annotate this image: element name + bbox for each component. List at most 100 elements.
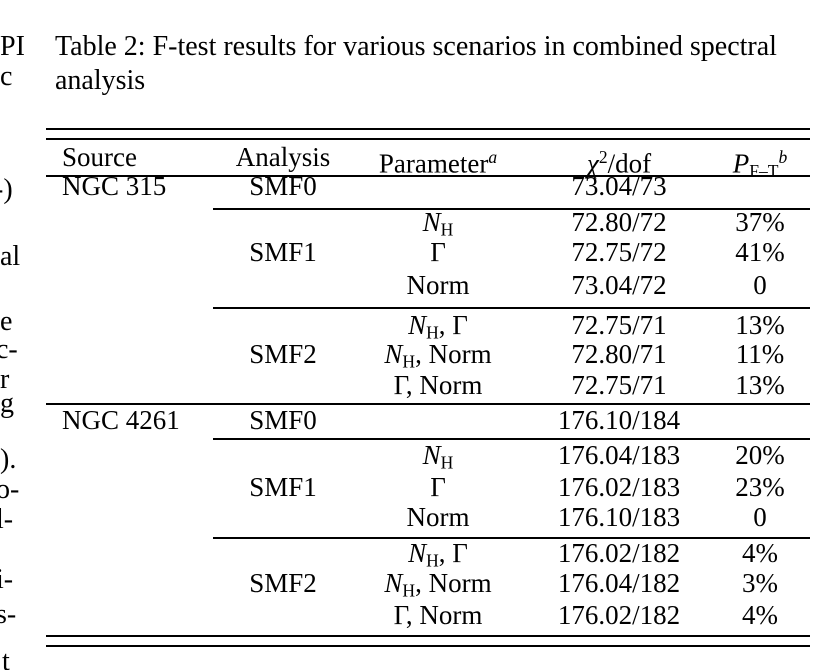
cell-analysis: SMF2	[203, 567, 363, 599]
cell-chi2: 176.10/183	[529, 501, 709, 533]
table-rule	[213, 208, 810, 210]
table-caption: Table 2: F-test results for various scen…	[55, 30, 815, 98]
cell-text: N	[384, 568, 403, 598]
cell-chi2: 176.02/182	[529, 599, 709, 631]
cell-text: N	[422, 440, 441, 470]
clipped-text-fragment: t	[2, 646, 10, 670]
cell-p: 23%	[705, 471, 815, 503]
clipped-text-fragment: c	[0, 61, 13, 92]
cell-text: Γ, Norm	[393, 600, 483, 630]
cell-text: 176.10/183	[557, 502, 681, 532]
cell-text: H	[402, 580, 416, 601]
cell-chi2: 73.04/72	[529, 269, 709, 301]
cell-parameter: Norm	[333, 269, 543, 301]
cell-parameter: Γ	[333, 471, 543, 503]
cell-text: SMF2	[249, 339, 317, 369]
cell-text: H	[426, 550, 439, 571]
cell-text: 37%	[735, 207, 785, 237]
cell-parameter: NH, Norm	[333, 338, 543, 371]
clipped-text-fragment: c-	[0, 334, 18, 365]
cell-text: 0	[753, 502, 767, 532]
cell-text: 23%	[735, 472, 785, 502]
header-chi2: χ2/dof	[529, 141, 709, 179]
caption-line-1: Table 2: F-test results for various scen…	[55, 31, 777, 62]
cell-text: 72.75/71	[571, 310, 667, 340]
cell-text: SMF1	[249, 237, 317, 267]
cell-text: Norm	[406, 502, 470, 532]
cell-chi2: 176.02/183	[529, 471, 709, 503]
cell-p: 4%	[705, 537, 815, 569]
header-analysis: Analysis	[203, 141, 363, 173]
cell-text: χ	[586, 148, 599, 179]
cell-text: SMF0	[249, 405, 317, 435]
cell-text: H	[440, 219, 454, 240]
cell-p: 3%	[705, 567, 815, 599]
cell-text: Norm	[406, 270, 470, 300]
cell-parameter: NH, Γ	[333, 309, 543, 343]
cell-chi2: 176.02/182	[529, 537, 709, 569]
clipped-text-fragment: ).	[0, 444, 17, 475]
cell-chi2: 72.75/72	[529, 236, 709, 268]
cell-text: 72.80/72	[571, 207, 667, 237]
cell-text: 11%	[735, 339, 785, 369]
cell-text: 72.75/72	[571, 237, 667, 267]
cell-text: b	[778, 147, 788, 167]
header-parameter: Parametera	[333, 141, 543, 179]
cell-analysis: SMF1	[203, 236, 363, 268]
cell-text: 41%	[735, 237, 785, 267]
cell-text: F–T	[749, 161, 779, 182]
cell-analysis: SMF0	[203, 404, 363, 436]
cell-text: 73.04/72	[571, 270, 667, 300]
cell-text: 13%	[735, 370, 785, 400]
cell-text: 72.75/71	[571, 370, 667, 400]
table-rule	[46, 635, 810, 637]
cell-text: 2	[598, 147, 608, 167]
cell-text: 72.80/71	[571, 339, 667, 369]
cell-text: Parameter	[378, 148, 489, 179]
cell-parameter: NH	[333, 439, 543, 473]
cell-text: /dof	[607, 148, 652, 179]
cell-parameter: Γ	[333, 236, 543, 268]
cell-text: 176.04/182	[557, 568, 681, 598]
cell-text: 176.02/182	[557, 538, 681, 568]
cell-text: , Norm	[415, 568, 492, 598]
cell-text: NGC 4261	[62, 405, 180, 435]
cell-p: 37%	[705, 206, 815, 238]
header-p: PF–Tb	[705, 141, 815, 181]
table-rule	[46, 645, 810, 647]
cell-text: 0	[753, 270, 767, 300]
cell-text: a	[488, 147, 498, 167]
table-rule	[46, 175, 810, 177]
cell-text: , Norm	[415, 339, 492, 369]
cell-chi2: 176.04/182	[529, 567, 709, 599]
cell-text: , Γ	[438, 310, 468, 340]
cell-text: Γ, Norm	[393, 370, 483, 400]
cell-parameter: NH, Norm	[333, 567, 543, 601]
cell-chi2: 72.80/71	[529, 338, 709, 370]
clipped-text-fragment: g	[0, 388, 14, 419]
cell-p: 20%	[705, 439, 815, 471]
cell-parameter: Norm	[333, 501, 543, 533]
cell-chi2: 72.80/72	[529, 206, 709, 238]
cell-parameter: NH, Γ	[333, 537, 543, 571]
cell-text: 176.02/182	[557, 600, 681, 630]
cell-chi2: 176.04/183	[529, 439, 709, 471]
cell-parameter: Γ, Norm	[333, 599, 543, 631]
cell-text: 4%	[742, 538, 778, 568]
clipped-text-fragment: r	[0, 364, 10, 395]
clipped-text-fragment: l-	[0, 504, 14, 535]
cell-text: SMF1	[249, 472, 317, 502]
cell-p: 41%	[705, 236, 815, 268]
clipped-text-fragment: s-	[0, 599, 17, 630]
cell-text: H	[440, 452, 454, 473]
table-rule	[213, 307, 810, 309]
cell-text: 4%	[742, 600, 778, 630]
clipped-text-fragment: al	[0, 241, 21, 272]
clipped-text-fragment: i-	[0, 564, 14, 595]
cell-text: N	[384, 339, 403, 369]
cell-analysis: SMF1	[203, 471, 363, 503]
cell-text: H	[426, 322, 439, 343]
cell-text: 20%	[735, 440, 785, 470]
cell-text: Γ	[430, 472, 446, 502]
